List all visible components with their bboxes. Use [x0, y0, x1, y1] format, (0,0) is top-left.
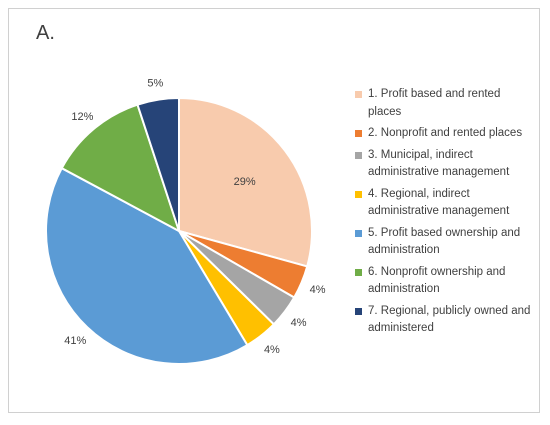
legend-swatch: [355, 151, 362, 159]
legend-item: 1. Profit based and rented places: [355, 86, 535, 121]
legend-swatch: [355, 190, 362, 198]
data-label-slice-2: 4%: [310, 284, 326, 296]
legend-swatch: [355, 91, 362, 98]
legend-label: 6. Nonprofit ownership and administratio…: [368, 265, 506, 296]
data-label-slice-3: 4%: [291, 317, 307, 329]
data-label-slice-1: 29%: [234, 176, 256, 188]
legend-swatch: [355, 307, 362, 315]
pie-slice-1: [178, 96, 313, 268]
legend-item: 7. Regional, publicly owned and administ…: [355, 303, 535, 338]
pie-slice-5: [45, 166, 249, 365]
legend-label: 1. Profit based and rented places: [368, 88, 501, 118]
legend-item: 3. Municipal, indirect administrative ma…: [355, 147, 535, 182]
data-label-slice-6: 12%: [71, 111, 93, 123]
legend-item: 4. Regional, indirect administrative man…: [355, 186, 535, 221]
pie-slice-6: [60, 103, 181, 234]
data-label-slice-5: 41%: [64, 335, 86, 347]
legend-swatch: [355, 229, 362, 237]
data-label-slice-7: 5%: [147, 78, 163, 90]
legend-label: 5. Profit based ownership and administra…: [368, 226, 521, 257]
panel-label: A.: [36, 22, 55, 44]
legend-label: 3. Municipal, indirect administrative ma…: [368, 148, 510, 179]
legend-item: 5. Profit based ownership and administra…: [355, 225, 535, 260]
legend-swatch: [355, 130, 362, 137]
pie-data-labels: 29% 4% 4% 4% 41% 12% 5%: [64, 78, 325, 357]
pie-slice-7: [136, 96, 180, 232]
legend-swatch: [355, 268, 362, 276]
legend-label: 2. Nonprofit and rented places: [368, 127, 523, 139]
data-label-slice-4: 4%: [264, 344, 280, 356]
legend: 1. Profit based and rented places 2. Nonp…: [355, 86, 535, 342]
legend-item: 2. Nonprofit and rented places: [355, 125, 535, 143]
legend-label: 7. Regional, publicly owned and administ…: [368, 304, 531, 335]
legend-label: 4. Regional, indirect administrative man…: [368, 187, 510, 218]
legend-item: 6. Nonprofit ownership and administratio…: [355, 264, 535, 299]
pie-slices: [45, 96, 313, 365]
